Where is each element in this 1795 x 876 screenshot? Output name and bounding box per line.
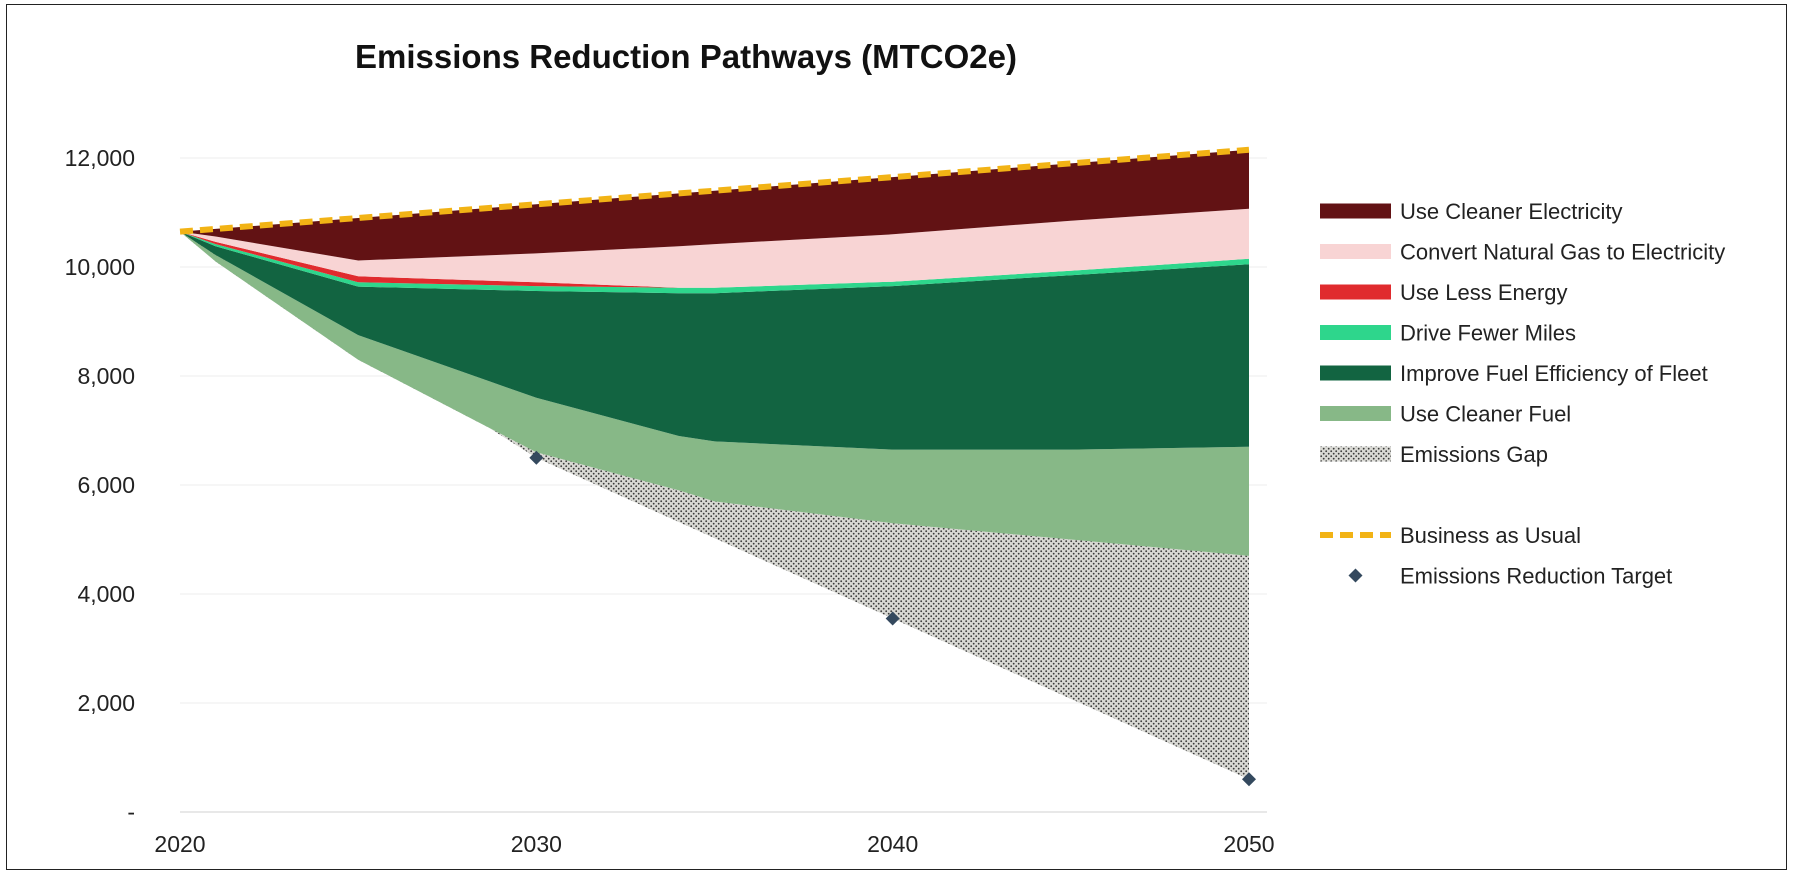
legend-swatch-use-less-energy: [1320, 284, 1391, 300]
legend-label-emissions-reduction-target: Emissions Reduction Target: [1400, 564, 1672, 589]
y-tick-label-6000: 6,000: [77, 472, 135, 498]
area-use-cleaner-fuel: [180, 231, 1249, 556]
legend: Use Cleaner Electricity Convert Natural G…: [1320, 199, 1725, 589]
x-tick-label-2020: 2020: [154, 831, 205, 857]
area-emissions-gap: [180, 231, 1249, 780]
x-tick-label-2050: 2050: [1223, 831, 1274, 857]
axes: - 2,000 4,000 6,000 8,000 10,000 12,000 2020 203…: [65, 145, 1275, 857]
legend-label-convert-natural-gas-to-electricity: Convert Natural Gas to Electricity: [1400, 240, 1725, 265]
legend-label-drive-fewer-miles: Drive Fewer Miles: [1400, 321, 1576, 346]
y-tick-label-8000: 8,000: [77, 363, 135, 389]
legend-item-business-as-usual: Business as Usual: [1320, 523, 1581, 548]
legend-item-emissions-reduction-target: Emissions Reduction Target: [1348, 564, 1672, 589]
stacked-areas: [180, 149, 1249, 780]
target-marker-2030: [529, 450, 544, 465]
legend-item-use-cleaner-electricity: Use Cleaner Electricity: [1320, 199, 1623, 224]
legend-swatch-drive-fewer-miles: [1320, 325, 1391, 340]
legend-label-use-less-energy: Use Less Energy: [1400, 280, 1568, 305]
legend-item-drive-fewer-miles: Drive Fewer Miles: [1320, 321, 1576, 346]
y-tick-label-12000: 12,000: [65, 145, 135, 171]
x-tick-label-2040: 2040: [867, 831, 918, 857]
legend-item-use-cleaner-fuel: Use Cleaner Fuel: [1320, 402, 1571, 427]
target-markers: [529, 450, 1256, 787]
legend-swatch-use-cleaner-electricity: [1320, 203, 1391, 219]
legend-item-improve-fuel-efficiency-of-fleet: Improve Fuel Efficiency of Fleet: [1320, 361, 1708, 386]
legend-swatch-convert-natural-gas-to-electricity: [1320, 244, 1391, 259]
legend-item-use-less-energy: Use Less Energy: [1320, 280, 1568, 305]
chart-title: Emissions Reduction Pathways (MTCO2e): [355, 38, 1017, 75]
legend-swatch-improve-fuel-efficiency-of-fleet: [1320, 365, 1391, 381]
legend-label-use-cleaner-fuel: Use Cleaner Fuel: [1400, 402, 1571, 427]
x-tick-label-2030: 2030: [511, 831, 562, 857]
target-marker-2040: [885, 611, 900, 626]
legend-swatch-emissions-reduction-target: [1348, 568, 1363, 583]
area-improve-fuel-efficiency-of-fleet: [180, 231, 1249, 450]
legend-label-use-cleaner-electricity: Use Cleaner Electricity: [1400, 199, 1623, 224]
area-use-cleaner-electricity: [180, 149, 1249, 261]
legend-swatch-emissions-gap: [1320, 446, 1391, 462]
y-tick-label-10000: 10,000: [65, 254, 135, 280]
target-marker-2050: [1242, 772, 1256, 787]
y-tick-label-2000: 2,000: [77, 690, 135, 716]
bau-line: [179, 146, 1250, 235]
area-convert-natural-gas-to-electricity: [180, 208, 1249, 288]
legend-swatch-use-cleaner-fuel: [1320, 406, 1391, 421]
legend-label-improve-fuel-efficiency-of-fleet: Improve Fuel Efficiency of Fleet: [1400, 361, 1708, 386]
y-tick-label-4000: 4,000: [77, 581, 135, 607]
legend-label-emissions-gap: Emissions Gap: [1400, 442, 1548, 467]
legend-label-business-as-usual: Business as Usual: [1400, 523, 1581, 548]
y-tick-label-0: -: [127, 799, 135, 825]
legend-item-emissions-gap: Emissions Gap: [1320, 442, 1548, 467]
legend-item-convert-natural-gas-to-electricity: Convert Natural Gas to Electricity: [1320, 240, 1725, 265]
bau-line-layer: [179, 146, 1250, 235]
area-drive-fewer-miles: [180, 231, 1249, 294]
